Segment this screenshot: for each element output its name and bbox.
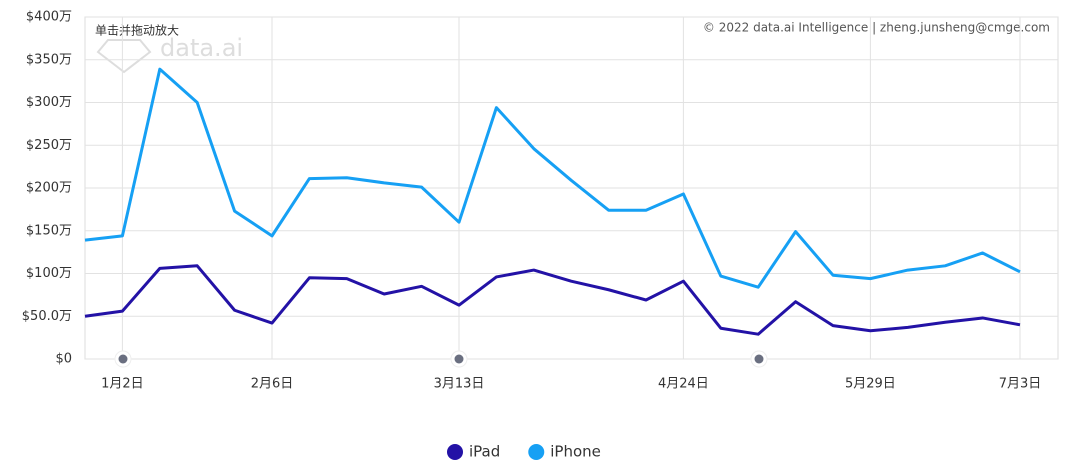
series-line bbox=[84, 67, 1021, 289]
y-tick-label: $200万 bbox=[26, 181, 72, 196]
x-tick-label: 5月29日 bbox=[845, 377, 896, 392]
x-tick-label: 2月6日 bbox=[251, 377, 294, 392]
y-tick-label: $150万 bbox=[26, 223, 72, 238]
annotation-markers bbox=[114, 350, 768, 368]
y-tick-label: $400万 bbox=[26, 10, 72, 25]
credit: © 2022 data.ai Intelligence | zheng.juns… bbox=[703, 21, 1050, 35]
y-tick-label: $100万 bbox=[26, 266, 72, 281]
x-tick-label: 3月13日 bbox=[434, 377, 485, 392]
watermark: data.ai bbox=[160, 34, 243, 62]
legend-label: iPhone bbox=[550, 443, 601, 461]
legend-swatch bbox=[447, 444, 463, 460]
series-line bbox=[84, 264, 1021, 336]
y-tick-label: $350万 bbox=[26, 52, 72, 67]
legend-swatch bbox=[528, 444, 545, 460]
y-tick-label: $300万 bbox=[26, 95, 72, 110]
x-tick-label: 4月24日 bbox=[658, 377, 709, 392]
zoom-hint[interactable]: 单击并拖动放大 bbox=[95, 23, 179, 38]
x-tick-label: 7月3日 bbox=[999, 377, 1042, 392]
legend-label: iPad bbox=[469, 443, 500, 461]
watermark-logo bbox=[96, 39, 152, 74]
x-tick-label: 1月2日 bbox=[101, 377, 144, 392]
y-tick-label: $250万 bbox=[26, 138, 72, 153]
y-tick-label: $0 bbox=[55, 352, 72, 367]
y-tick-label: $50.0万 bbox=[22, 309, 72, 324]
